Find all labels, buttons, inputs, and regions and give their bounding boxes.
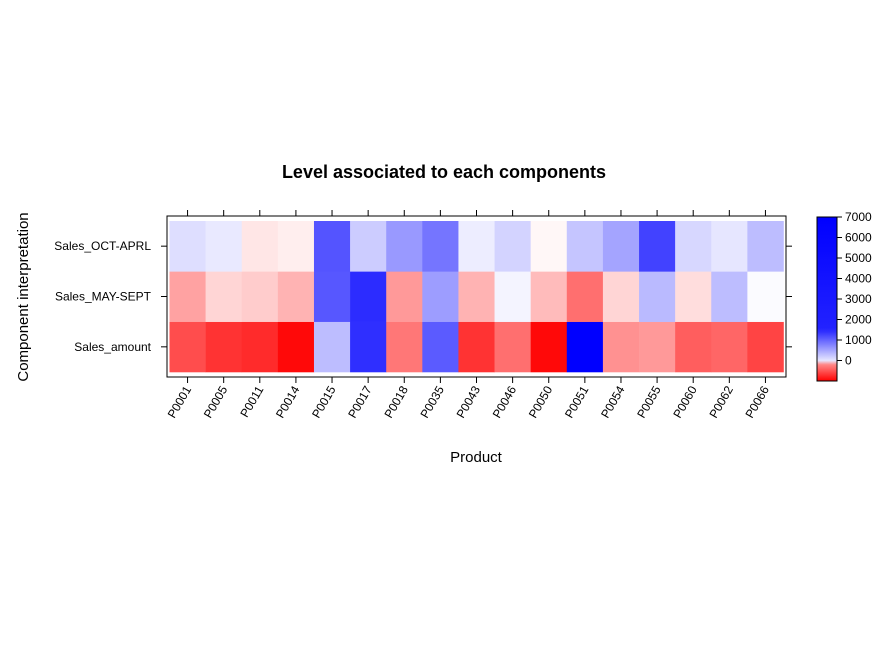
heatmap-cell-P0043-Sales_amount [458, 321, 495, 373]
colorbar-tick-label: 0 [845, 354, 852, 368]
heatmap-cell-P0011-Sales_MAY-SEPT [241, 271, 279, 322]
x-tick-label: P0066 [743, 383, 773, 420]
colorbar: 0 1000 2000 3000 4000 5000 6000 7000 [816, 210, 872, 382]
heatmap-cell-P0017-Sales_MAY-SEPT [350, 271, 387, 322]
heatmap-cell-P0062-Sales_MAY-SEPT [711, 271, 748, 322]
x-tick-label: P0014 [273, 383, 303, 420]
x-tick-label: P0011 [237, 383, 266, 420]
y-tick-label: Sales_MAY-SEPT [55, 290, 152, 304]
heatmap-cell-P0054-Sales_amount [602, 321, 640, 373]
heatmap-cell-P0018-Sales_OCT-APRL [386, 221, 423, 272]
colorbar-tick-label: 1000 [845, 333, 872, 347]
x-tick-label: P0018 [381, 383, 411, 420]
y-axis-label: Component interpretation [15, 212, 32, 381]
x-tick-label: P0035 [418, 383, 448, 420]
heatmap-cell-P0017-Sales_OCT-APRL [350, 221, 387, 272]
heatmap-cell-P0001-Sales_MAY-SEPT [169, 271, 206, 322]
heatmap-cell-P0001-Sales_amount [169, 321, 206, 373]
heatmap-cell-P0062-Sales_amount [711, 321, 748, 373]
heatmap-cell-P0055-Sales_MAY-SEPT [639, 271, 676, 322]
heatmap-cell-P0060-Sales_amount [675, 321, 712, 373]
heatmap-cell-P0051-Sales_amount [566, 321, 604, 373]
heatmap-cell-P0055-Sales_amount [639, 321, 676, 373]
heatmap-cell-P0054-Sales_MAY-SEPT [602, 271, 640, 322]
heatmap-cell-P0005-Sales_MAY-SEPT [205, 271, 243, 322]
heatmap-cell-P0043-Sales_OCT-APRL [458, 221, 495, 272]
heatmap-cells [169, 221, 784, 373]
colorbar-tick-label: 2000 [845, 313, 872, 327]
colorbar-tick-label: 7000 [845, 210, 872, 224]
x-tick-label: P0015 [309, 383, 339, 420]
heatmap-cell-P0005-Sales_amount [205, 321, 243, 373]
colorbar-tick-label: 6000 [845, 231, 872, 245]
heatmap-cell-P0014-Sales_amount [277, 321, 315, 373]
heatmap-cell-P0043-Sales_MAY-SEPT [458, 271, 495, 322]
heatmap-cell-P0035-Sales_MAY-SEPT [422, 271, 459, 322]
x-tick-label: P0051 [562, 383, 592, 420]
heatmap-cell-P0046-Sales_amount [494, 321, 531, 373]
x-tick-label: P0046 [490, 383, 520, 420]
heatmap-cell-P0066-Sales_MAY-SEPT [747, 271, 784, 322]
x-tick-label: P0060 [670, 383, 700, 420]
heatmap-cell-P0035-Sales_amount [422, 321, 459, 373]
heatmap-cell-P0011-Sales_OCT-APRL [241, 221, 279, 272]
x-tick-label: P0043 [454, 383, 484, 420]
heatmap-cell-P0001-Sales_OCT-APRL [169, 221, 206, 272]
heatmap-cell-P0060-Sales_MAY-SEPT [675, 271, 712, 322]
heatmap-cell-P0066-Sales_OCT-APRL [747, 221, 784, 272]
heatmap-cell-P0017-Sales_amount [350, 321, 387, 373]
heatmap-cell-P0046-Sales_MAY-SEPT [494, 271, 531, 322]
colorbar-tick-label: 3000 [845, 292, 872, 306]
colorbar-tick-label: 5000 [845, 251, 872, 265]
heatmap-cell-P0011-Sales_amount [241, 321, 279, 373]
x-tick-label: P0005 [201, 383, 231, 420]
heatmap-cell-P0018-Sales_MAY-SEPT [386, 271, 423, 322]
heatmap-cell-P0054-Sales_OCT-APRL [602, 221, 640, 272]
x-axis-label: Product [450, 449, 503, 466]
x-tick-label: P0062 [706, 383, 736, 420]
heatmap-cell-P0014-Sales_OCT-APRL [277, 221, 315, 272]
heatmap-cell-P0035-Sales_OCT-APRL [422, 221, 459, 272]
y-tick-label: Sales_amount [74, 340, 151, 354]
heatmap-cell-P0066-Sales_amount [747, 321, 784, 373]
y-tick-label: Sales_OCT-APRL [54, 239, 151, 253]
heatmap-cell-P0060-Sales_OCT-APRL [675, 221, 712, 272]
heatmap-cell-P0015-Sales_amount [313, 321, 351, 373]
x-tick-label: P0050 [526, 383, 556, 420]
x-tick-label: P0054 [598, 383, 628, 420]
x-tick-label: P0001 [165, 383, 195, 420]
heatmap-cell-P0050-Sales_MAY-SEPT [530, 271, 568, 322]
colorbar-strip [816, 216, 838, 382]
colorbar-tick-label: 4000 [845, 272, 872, 286]
heatmap-cell-P0015-Sales_OCT-APRL [313, 221, 351, 272]
x-tick-label: P0055 [634, 383, 664, 420]
heatmap-cell-P0014-Sales_MAY-SEPT [277, 271, 315, 322]
heatmap-cell-P0050-Sales_OCT-APRL [530, 221, 568, 272]
heatmap-cell-P0050-Sales_amount [530, 321, 568, 373]
heatmap-cell-P0005-Sales_OCT-APRL [205, 221, 243, 272]
x-tick-label: P0017 [345, 383, 375, 420]
heatmap-cell-P0015-Sales_MAY-SEPT [313, 271, 351, 322]
heatmap-cell-P0046-Sales_OCT-APRL [494, 221, 531, 272]
heatmap-cell-P0051-Sales_OCT-APRL [566, 221, 604, 272]
heatmap-cell-P0051-Sales_MAY-SEPT [566, 271, 604, 322]
heatmap-cell-P0018-Sales_amount [386, 321, 423, 373]
heatmap-cell-P0062-Sales_OCT-APRL [711, 221, 748, 272]
heatmap-cell-P0055-Sales_OCT-APRL [639, 221, 676, 272]
chart-title: Level associated to each components [282, 162, 606, 182]
